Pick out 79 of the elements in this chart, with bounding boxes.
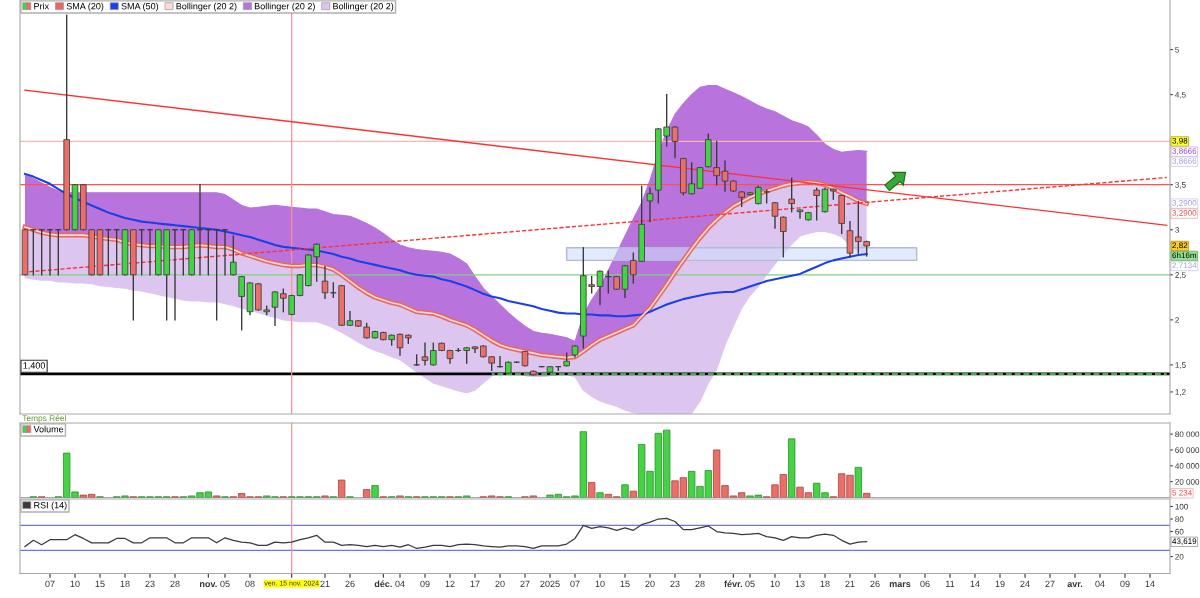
x-tick-label: 05 (220, 580, 230, 588)
x-tick-label: 26 (345, 580, 355, 588)
y-tick-label: 20 (1175, 553, 1184, 560)
x-tick-label: 28 (695, 580, 705, 588)
x-tick-label: déc. (374, 580, 392, 588)
y-tick-label: 60 000 (1175, 447, 1200, 453)
x-tick-label: 27 (520, 580, 530, 587)
x-tick-label: 24 (1020, 580, 1030, 587)
x-tick-label: 09 (1120, 580, 1130, 588)
y-tick-label: 1,5 (1175, 362, 1186, 369)
x-tick-label: 27 (1045, 580, 1055, 587)
y-tick-label: 4,5 (1175, 91, 1186, 99)
x-tick-label: 06 (920, 580, 930, 588)
y-tick-label: 60 (1175, 528, 1184, 535)
y-tick-label: 80 (1175, 516, 1184, 523)
x-tick-label: 15 (95, 580, 105, 588)
x-tick-label: 12 (445, 580, 455, 587)
legend-label: Bollinger (20 2) (254, 2, 315, 12)
x-tick-label: 21 (845, 580, 855, 587)
x-tick-label: 26 (870, 580, 880, 588)
x-tick-label: 07 (570, 580, 580, 588)
x-tick-label: 07 (45, 580, 55, 588)
y-tick-label: 3 (1175, 227, 1179, 233)
x-tick-label: 19 (995, 580, 1005, 588)
x-tick-label: 20 (645, 580, 655, 588)
x-tick-label: 05 (745, 580, 755, 588)
annotation: 2,7134 (1172, 262, 1197, 270)
annotation: 2,82 (1172, 242, 1188, 250)
x-tick-label: 10 (595, 580, 605, 588)
x-tick-label: 20 (495, 580, 505, 588)
x-tick-label: 14 (1145, 580, 1155, 587)
text: 3,2900 (1172, 210, 1197, 217)
x-tick-label: 10 (70, 580, 80, 588)
y-tick-label: 100 (1175, 503, 1188, 510)
legend-label: Bollinger (20 2) (176, 2, 237, 12)
legend-label: RSI (14) (34, 501, 67, 511)
y-tick-label: 40 000 (1175, 463, 1200, 469)
legend-label: SMA (20) (66, 2, 104, 12)
x-tick-label: 14 (970, 580, 980, 587)
x-tick-label: févr. (724, 580, 742, 588)
x-tick-label: 15 (620, 580, 630, 588)
y-tick-label: 80 000 (1175, 431, 1200, 438)
text: 3,8666 (1172, 158, 1197, 165)
annotation: 3,8666 (1172, 148, 1197, 155)
x-tick-label: mars (889, 582, 911, 588)
x-tick-label: 18 (820, 580, 830, 588)
y-tick-label: 20 000 (1175, 478, 1200, 485)
x-tick-label: 04 (395, 580, 405, 588)
legend-label: Volume (33, 425, 64, 433)
x-tick-label: nov. (199, 582, 217, 588)
y-tick-label: 1,2 (1175, 389, 1186, 396)
x-tick-label: 2025 (540, 580, 560, 588)
text: Temps Réel (22, 414, 66, 423)
y-tick-label: 5 (1175, 46, 1179, 53)
annotation: 43,619 (1172, 538, 1197, 545)
ref-line-label: 1,400 (23, 362, 46, 370)
x-tick-label: 10 (770, 580, 780, 588)
y-tick-label: 2,5 (1175, 272, 1186, 279)
x-tick-label: avr. (1067, 582, 1083, 588)
legend-label: Bollinger (20 2) (333, 2, 394, 12)
annotation: 3,2900 (1172, 200, 1197, 207)
annotation: 3,98 (1172, 137, 1188, 145)
x-tick-label: 18 (120, 580, 130, 588)
y-tick-label: 2 (1175, 317, 1179, 323)
x-tick-label: 11 (946, 580, 955, 587)
legend-label: SMA (50) (121, 2, 159, 12)
x-tick-label: 17 (470, 580, 480, 587)
x-tick-label: 21 (320, 580, 330, 587)
annotation: 5 234 (1172, 489, 1192, 496)
text: 6h16m (1172, 252, 1197, 259)
x-tick-label: 09 (420, 580, 430, 588)
x-tick-label: 13 (795, 580, 805, 588)
x-tick-label: 28 (170, 580, 180, 588)
x-tick-label: 04 (1095, 580, 1105, 588)
x-tick-label: 08 (245, 580, 255, 588)
x-tick-label: 23 (145, 580, 155, 588)
x-tick-label: 23 (670, 580, 680, 588)
y-tick-label: 3,5 (1175, 181, 1186, 189)
legend-label: Prix (34, 2, 49, 10)
